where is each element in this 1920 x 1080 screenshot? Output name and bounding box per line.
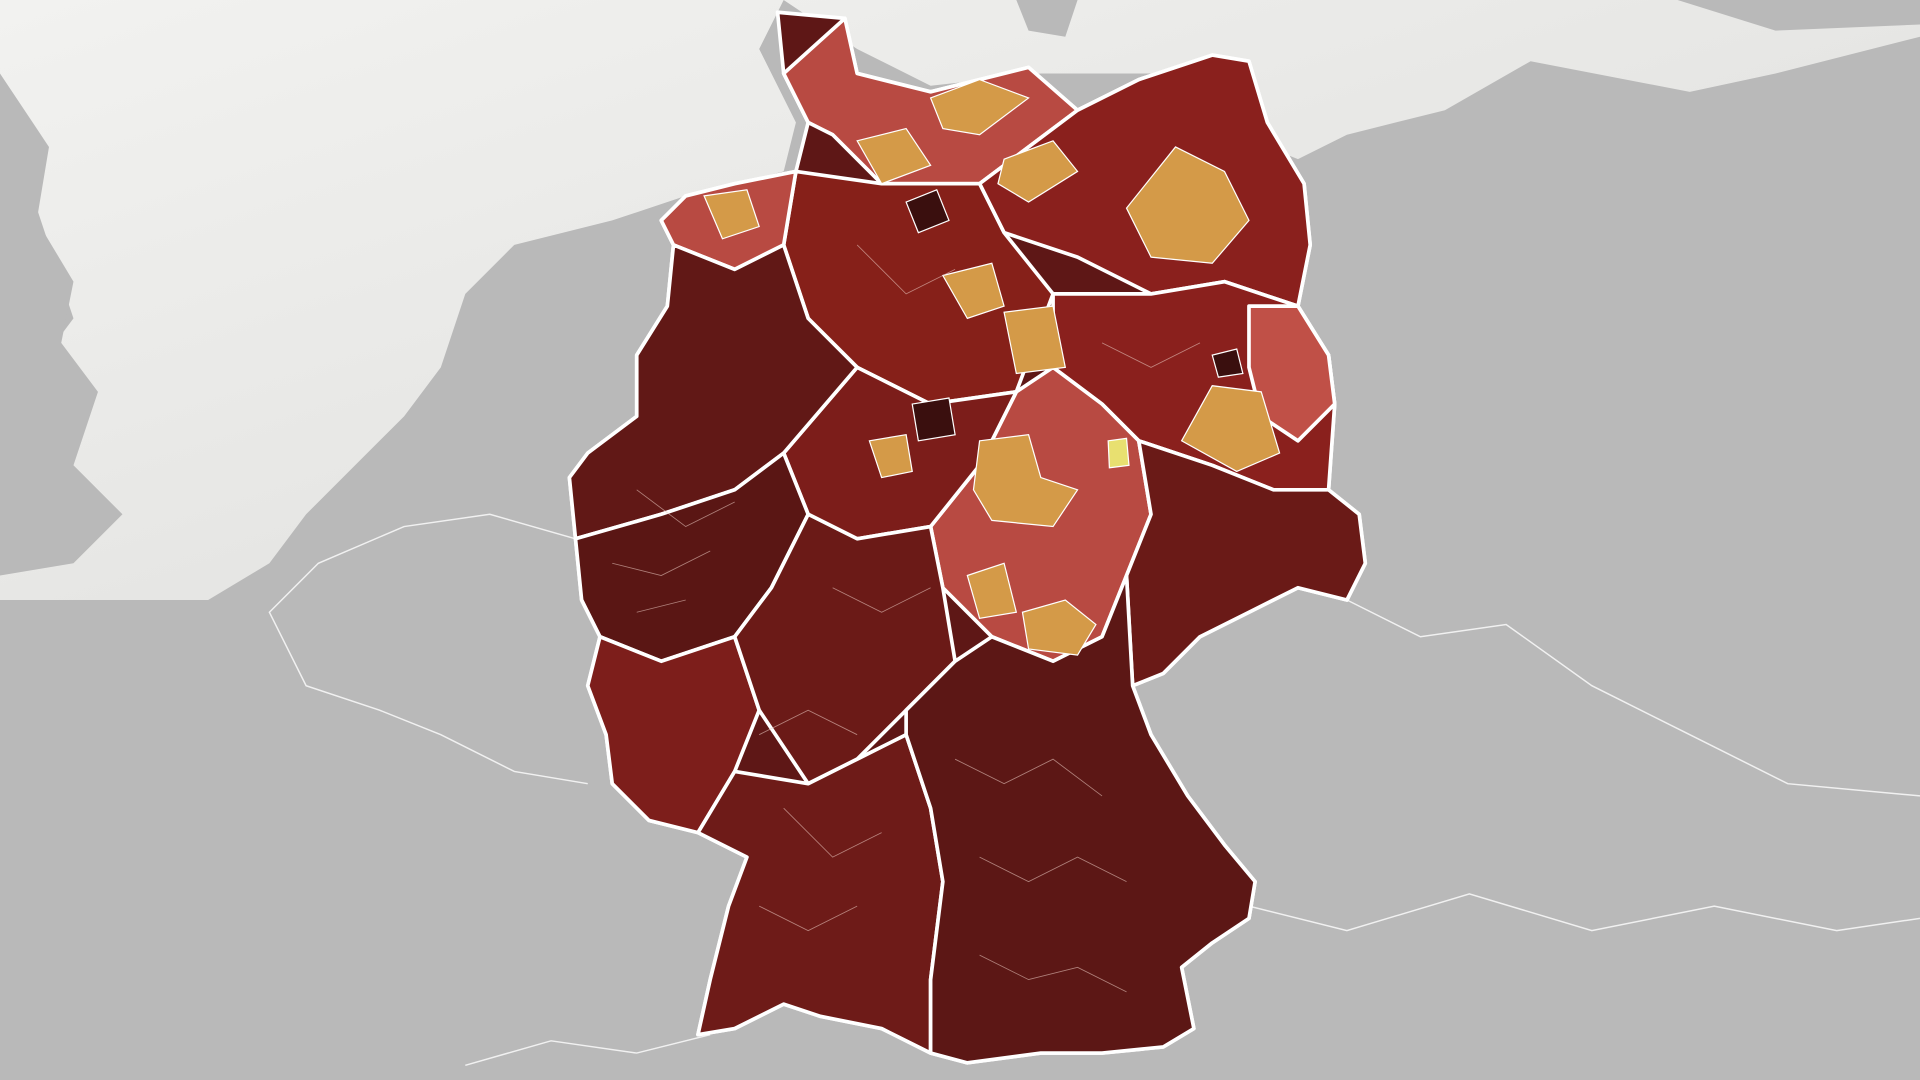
patches xyxy=(703,78,1281,656)
region xyxy=(911,397,956,442)
region xyxy=(1125,146,1250,264)
region xyxy=(1003,305,1067,375)
region xyxy=(929,78,1030,136)
region xyxy=(696,732,945,1055)
island xyxy=(1016,0,1920,37)
region xyxy=(904,573,1257,1065)
region xyxy=(856,127,932,185)
region xyxy=(703,189,760,240)
region xyxy=(972,434,1079,528)
sea xyxy=(0,0,1920,600)
region xyxy=(868,433,913,479)
regions xyxy=(567,16,1368,1065)
region xyxy=(1211,348,1244,378)
region xyxy=(1247,304,1337,443)
region xyxy=(1180,385,1281,473)
region xyxy=(966,562,1018,620)
region xyxy=(905,189,950,234)
district-lines xyxy=(612,244,1201,993)
region xyxy=(997,140,1079,203)
island xyxy=(0,73,123,576)
region xyxy=(1107,437,1130,469)
region xyxy=(941,262,1005,320)
borders xyxy=(268,513,1920,1067)
region xyxy=(732,512,957,786)
region xyxy=(1021,599,1097,656)
